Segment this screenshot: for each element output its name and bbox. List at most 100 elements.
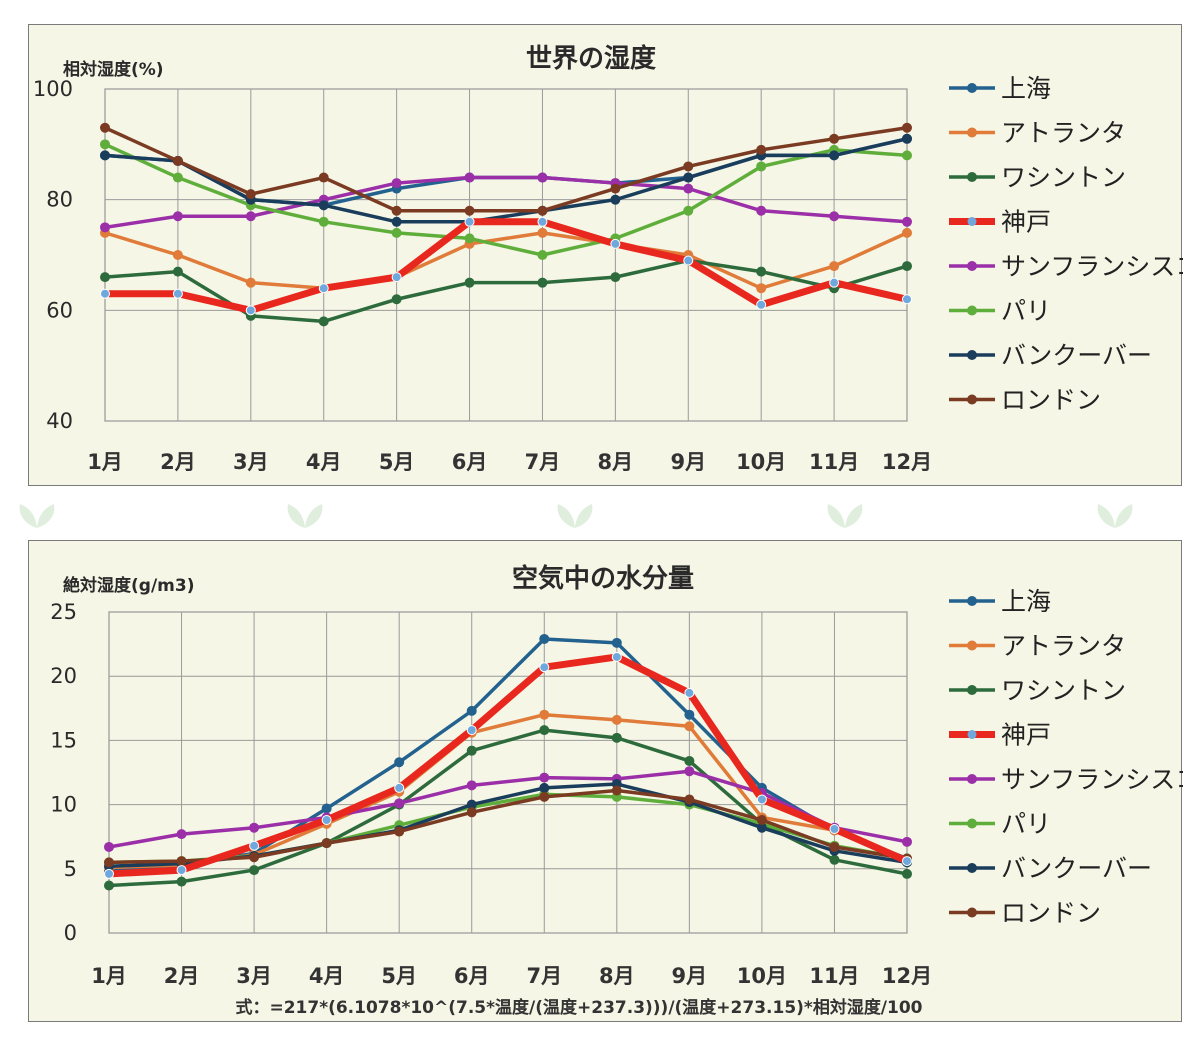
data-point <box>537 277 548 288</box>
legend-item: パリ <box>949 810 1051 839</box>
data-point <box>245 277 256 288</box>
x-tick-label: 2月 <box>164 964 200 988</box>
legend-label: パリ <box>1001 810 1051 839</box>
legend-label: バンクーバー <box>1001 341 1152 370</box>
data-point <box>318 283 329 294</box>
data-point <box>318 316 329 327</box>
data-point <box>539 725 550 736</box>
series-line <box>108 788 908 865</box>
data-point <box>829 133 840 144</box>
data-point <box>104 841 114 852</box>
x-tick-label: 12月 <box>882 450 932 474</box>
y-tick-label: 20 <box>50 664 77 688</box>
legend-marker <box>967 907 977 918</box>
legend-marker <box>967 172 977 182</box>
data-point <box>172 172 183 183</box>
legend-item: ロンドン <box>949 386 1101 415</box>
data-point <box>176 865 187 876</box>
data-point <box>684 709 695 720</box>
legend-item: ワシントン <box>949 676 1126 705</box>
data-point <box>756 815 767 826</box>
x-tick-label: 7月 <box>525 450 561 474</box>
legend-marker <box>967 305 977 316</box>
data-point <box>611 651 622 662</box>
series-7 <box>104 785 912 868</box>
data-point <box>829 841 840 852</box>
x-tick-label: 9月 <box>672 964 708 988</box>
data-point <box>394 826 405 837</box>
data-point <box>245 211 256 222</box>
legend-label: 神戸 <box>1001 208 1051 237</box>
plot-area <box>104 88 908 422</box>
data-point <box>756 266 767 277</box>
data-point <box>537 205 548 216</box>
y-tick-label: 100 <box>33 77 73 101</box>
series-7 <box>100 122 912 216</box>
y-tick-label: 60 <box>46 298 73 322</box>
data-point <box>683 172 694 183</box>
series-line <box>105 218 908 314</box>
data-point <box>172 266 183 277</box>
x-tick-label: 5月 <box>379 450 415 474</box>
data-point <box>318 216 329 227</box>
data-point <box>611 637 622 648</box>
data-point <box>829 211 840 222</box>
legend-marker <box>967 127 977 138</box>
data-point <box>537 227 548 238</box>
x-tick-label: 11月 <box>809 964 859 988</box>
data-point <box>104 880 114 891</box>
y-tick-label: 40 <box>46 409 73 433</box>
data-point <box>829 150 840 161</box>
series-3 <box>100 216 912 316</box>
x-tick-label: 7月 <box>526 964 562 988</box>
data-point <box>902 227 912 238</box>
data-point <box>537 172 548 183</box>
data-point <box>464 277 475 288</box>
legend-label: 神戸 <box>1001 721 1051 750</box>
chart-title: 空気中の水分量 <box>512 563 694 594</box>
series-line <box>108 653 909 878</box>
data-point <box>539 709 550 720</box>
legend-item: 神戸 <box>949 208 1051 237</box>
legend-label: ロンドン <box>1001 899 1101 928</box>
legend-item: ワシントン <box>949 163 1126 192</box>
data-point <box>321 838 332 849</box>
absolute-humidity-chart-panel: 空気中の水分量 絶対湿度(g/m3) 式：=217*(6.1078*10^(7.… <box>28 540 1183 1022</box>
series-2 <box>100 255 912 327</box>
data-point <box>611 732 622 743</box>
legend-label: サンフランシスコ <box>1001 252 1183 281</box>
data-point <box>172 211 183 222</box>
data-point <box>902 122 912 133</box>
legend-marker <box>967 640 977 651</box>
data-point <box>318 172 329 183</box>
data-point <box>464 205 475 216</box>
x-tick-label: 5月 <box>381 964 417 988</box>
legend-label: ワシントン <box>1001 676 1126 705</box>
x-tick-label: 3月 <box>236 964 272 988</box>
legend-marker <box>967 863 977 873</box>
data-point <box>394 798 405 809</box>
data-point <box>176 876 187 887</box>
plot-area <box>108 611 908 934</box>
data-point <box>394 757 405 768</box>
data-point <box>464 233 475 244</box>
series-line <box>104 126 908 213</box>
legend-label: アトランタ <box>1001 119 1126 148</box>
x-tick-label: 4月 <box>309 964 345 988</box>
legend-item: アトランタ <box>949 119 1126 148</box>
data-point <box>683 255 694 266</box>
data-point <box>684 755 695 766</box>
y-tick-label: 15 <box>50 728 77 752</box>
series-line <box>104 142 908 257</box>
series-1 <box>104 709 912 873</box>
legend-marker <box>967 730 977 739</box>
data-point <box>321 803 332 814</box>
data-point <box>537 216 548 227</box>
legend-label: サンフランシスコ <box>1001 765 1183 794</box>
legend-marker <box>967 774 977 784</box>
data-point <box>391 216 402 227</box>
data-point <box>100 150 110 161</box>
data-point <box>100 222 110 233</box>
legend-item: パリ <box>949 297 1051 326</box>
legend-marker <box>967 818 977 829</box>
